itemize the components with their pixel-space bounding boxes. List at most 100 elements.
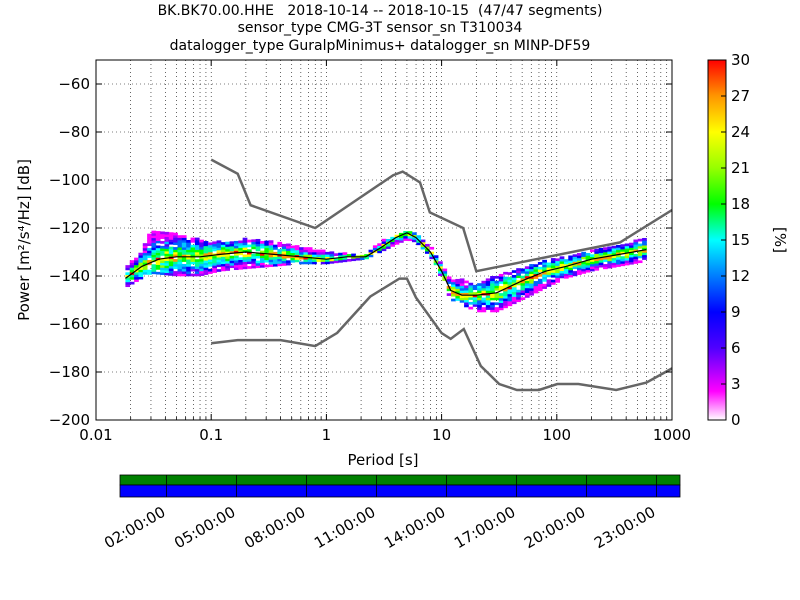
psd-cell — [411, 239, 417, 243]
psd-cell — [559, 268, 565, 272]
psd-cell — [624, 250, 630, 254]
psd-cell — [138, 262, 144, 266]
psd-cell — [572, 266, 578, 269]
colorbar-tick-label: 15 — [731, 231, 750, 249]
psd-cell — [151, 230, 157, 234]
colorbar-label: [%] — [771, 227, 789, 253]
x-tick-label: 100 — [542, 426, 571, 444]
psd-cell — [220, 249, 226, 253]
psd-cell — [164, 270, 170, 273]
psd-cell — [216, 242, 222, 246]
psd-cell — [207, 264, 213, 267]
psd-cell — [186, 268, 191, 272]
psd-cell — [624, 243, 630, 247]
psd-cell — [637, 255, 643, 259]
psd-cell — [242, 254, 248, 258]
psd-cell — [303, 259, 309, 262]
psd-cell — [633, 249, 639, 252]
psd-cell — [129, 274, 135, 278]
psd-cell — [633, 244, 639, 248]
psd-cell — [642, 240, 647, 244]
psd-cell — [407, 235, 413, 239]
psd-cell — [637, 253, 643, 256]
psd-cell — [568, 260, 574, 264]
psd-cell — [194, 247, 200, 250]
psd-cell — [264, 245, 270, 249]
psd-cell — [173, 266, 178, 269]
psd-cell — [616, 247, 621, 251]
psd-cell — [168, 234, 174, 238]
psd-cell — [520, 275, 526, 279]
psd-cell — [520, 297, 526, 301]
colorbar-tick-label: 24 — [731, 123, 750, 141]
psd-cell — [507, 296, 513, 299]
psd-cell — [216, 259, 222, 263]
psd-cell — [173, 251, 178, 255]
psd-cell — [129, 262, 135, 266]
psd-cell — [164, 234, 170, 237]
psd-cell — [320, 252, 326, 255]
psd-cell — [134, 274, 139, 278]
psd-cell — [277, 249, 283, 252]
psd-cell — [160, 260, 165, 263]
psd-cell — [246, 261, 252, 265]
psd-cell — [199, 239, 204, 243]
psd-cell — [559, 273, 565, 276]
psd-cell — [155, 259, 161, 263]
psd-cell — [507, 284, 513, 287]
psd-cell — [164, 255, 170, 259]
psd-cell — [511, 279, 517, 283]
psd-cell — [238, 266, 244, 270]
psd-cell — [307, 259, 313, 262]
psd-cell — [407, 238, 413, 242]
psd-cell — [177, 235, 183, 238]
psd-cell — [624, 245, 630, 249]
x-tick-label: 1 — [322, 426, 332, 444]
psd-cell — [155, 262, 161, 265]
colorbar-tick-label: 12 — [731, 267, 750, 285]
psd-cell — [550, 270, 556, 273]
psd-cell — [555, 263, 561, 266]
chart-title-line-2: sensor_type CMG-3T sensor_sn T310034 — [237, 20, 523, 36]
psd-cell — [616, 264, 621, 267]
psd-cell — [459, 280, 465, 284]
psd-cell — [225, 244, 231, 247]
psd-cell — [129, 269, 135, 273]
x-tick-label: 0.01 — [79, 426, 112, 444]
psd-cell — [203, 250, 209, 254]
psd-cell — [455, 283, 461, 287]
psd-cell — [524, 268, 530, 272]
psd-cell — [611, 260, 617, 263]
psd-cell — [125, 284, 131, 288]
psd-cell — [494, 295, 500, 298]
psd-cell — [168, 241, 174, 245]
psd-cell — [550, 265, 556, 268]
psd-cell — [477, 307, 482, 310]
psd-cell — [633, 258, 639, 262]
psd-cell — [125, 265, 131, 268]
psd-cell — [455, 278, 461, 282]
psd-cell — [498, 276, 504, 280]
chart-title-line-3: datalogger_type GuralpMinimus+ datalogge… — [169, 38, 591, 54]
psd-cell — [594, 253, 600, 257]
psd-cell — [624, 257, 630, 261]
psd-cell — [385, 239, 391, 242]
psd-cell — [633, 253, 639, 257]
psd-cell — [225, 253, 231, 257]
psd-cell — [225, 263, 231, 267]
psd-cell — [494, 302, 500, 306]
psd-cell — [616, 254, 621, 258]
psd-cell — [464, 304, 469, 308]
psd-heatmap — [125, 230, 647, 313]
psd-cell — [390, 236, 396, 240]
psd-cell — [142, 259, 148, 263]
psd-cell — [503, 286, 508, 289]
psd-cell — [620, 249, 626, 252]
psd-cell — [555, 272, 561, 276]
psd-cell — [329, 260, 335, 264]
psd-cell — [177, 264, 183, 267]
psd-cell — [225, 265, 231, 269]
colorbar-tick-label: 3 — [731, 375, 741, 393]
psd-cell — [173, 237, 178, 241]
psd-cell — [155, 250, 161, 253]
